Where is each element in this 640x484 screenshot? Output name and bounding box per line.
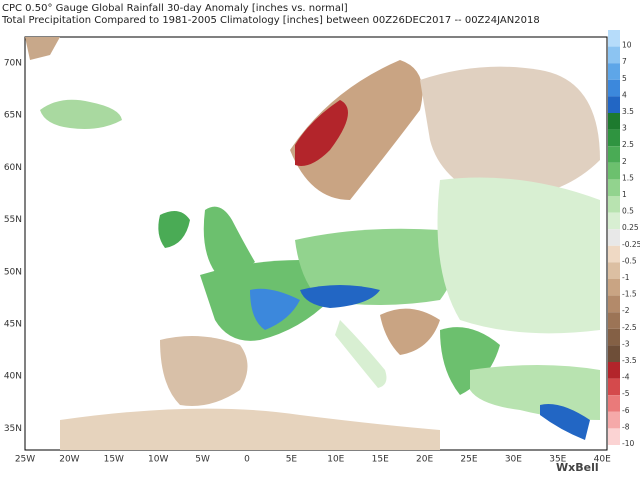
- colorbar-swatch: [608, 378, 620, 396]
- lon-label: 10E: [327, 455, 344, 465]
- colorbar-swatch: [608, 196, 620, 213]
- colorbar-label: 0.5: [622, 207, 634, 216]
- lat-label: 35N: [4, 424, 22, 434]
- colorbar-label: -4: [622, 373, 630, 382]
- colorbar-swatch: [608, 428, 620, 445]
- colorbar-label: 3: [622, 124, 627, 133]
- lon-label: 40E: [594, 455, 611, 465]
- colorbar-label: 2.5: [622, 140, 634, 149]
- lat-label: 50N: [4, 267, 22, 277]
- colorbar-label: -0.25: [622, 240, 640, 249]
- colorbar-label: 1: [622, 190, 627, 199]
- colorbar-swatch: [608, 212, 620, 230]
- map-area: [24, 36, 608, 451]
- colorbar-label: 7: [622, 57, 627, 66]
- colorbar-label: -0.5: [622, 256, 637, 265]
- lat-label: 55N: [4, 215, 22, 225]
- title-line: Total Precipitation Compared to 1981-200…: [1, 15, 540, 26]
- colorbar-swatch: [608, 328, 620, 346]
- colorbar-swatch: [608, 345, 620, 362]
- colorbar-swatch: [608, 113, 620, 130]
- colorbar-swatch: [608, 395, 620, 412]
- colorbar-label: -6: [622, 406, 630, 415]
- colorbar-label: 4: [622, 90, 627, 99]
- colorbar-swatch: [608, 312, 620, 329]
- colorbar-label: 2: [622, 157, 627, 166]
- title-line: CPC 0.50° Gauge Global Rainfall 30-day A…: [2, 3, 348, 14]
- colorbar-label: 0.25: [622, 223, 639, 232]
- lon-label: 5W: [195, 455, 210, 465]
- colorbar-label: 10: [622, 41, 632, 50]
- colorbar-label: -10: [622, 439, 634, 448]
- lon-label: 5E: [286, 455, 298, 465]
- lon-label: 25E: [460, 455, 477, 465]
- colorbar-swatch: [608, 295, 620, 313]
- colorbar-swatch: [608, 279, 620, 296]
- colorbar-swatch: [608, 411, 620, 429]
- colorbar-swatch: [608, 30, 620, 47]
- lon-label: 15E: [372, 455, 389, 465]
- colorbar-swatch: [608, 179, 620, 196]
- lon-label: 35E: [549, 455, 566, 465]
- colorbar-label: -2.5: [622, 323, 637, 332]
- colorbar-label: 3.5: [622, 107, 634, 116]
- colorbar-label: -8: [622, 422, 630, 431]
- lat-label: 70N: [4, 59, 22, 69]
- colorbar-label: -3.5: [622, 356, 637, 365]
- colorbar-swatch: [608, 362, 620, 379]
- colorbar-label: -5: [622, 389, 630, 398]
- lat-label: 45N: [4, 320, 22, 330]
- colorbar-swatch: [608, 146, 620, 163]
- colorbar-label: -3: [622, 339, 630, 348]
- lat-label: 60N: [4, 163, 22, 173]
- lon-label: 30E: [505, 455, 522, 465]
- colorbar-swatch: [608, 229, 620, 246]
- colorbar-swatch: [608, 46, 620, 64]
- lon-label: 10W: [148, 455, 168, 465]
- colorbar-swatch: [608, 79, 620, 97]
- colorbar-label: -1.5: [622, 290, 637, 299]
- colorbar-label: 1.5: [622, 173, 634, 182]
- colorbar-label: -2: [622, 306, 630, 315]
- colorbar-swatch: [608, 129, 620, 147]
- lon-label: 20E: [416, 455, 433, 465]
- colorbar-swatch: [608, 262, 620, 279]
- lon-label: 15W: [104, 455, 124, 465]
- lon-label: 25W: [15, 455, 35, 465]
- colorbar-swatch: [608, 63, 620, 80]
- colorbar-label: 5: [622, 74, 627, 83]
- lon-label: 20W: [59, 455, 79, 465]
- lat-label: 65N: [4, 111, 22, 121]
- colorbar-swatch: [608, 162, 620, 180]
- colorbar-swatch: [608, 96, 620, 113]
- colorbar-swatch: [608, 245, 620, 263]
- logo: WxBell: [556, 461, 599, 474]
- lon-label: 0: [244, 455, 250, 465]
- lat-label: 40N: [4, 372, 22, 382]
- colorbar-label: -1: [622, 273, 630, 282]
